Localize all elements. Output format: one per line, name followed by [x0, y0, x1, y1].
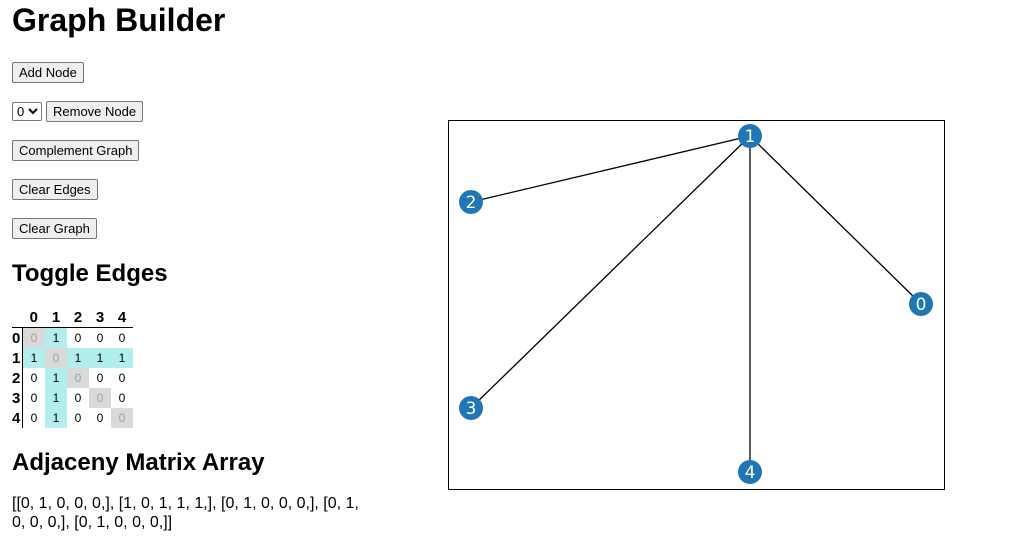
matrix-cell[interactable]: 0 — [96, 411, 104, 425]
adjacency-array-heading: Adjaceny Matrix Array — [12, 449, 265, 476]
graph-node-circle[interactable] — [909, 292, 933, 316]
graph-edge[interactable] — [749, 135, 922, 305]
matrix-col-header: 1 — [51, 308, 61, 326]
matrix-col-header: 3 — [95, 308, 105, 326]
matrix-cell: 0 — [45, 348, 67, 368]
graph-edge[interactable] — [470, 135, 751, 203]
graph-node[interactable]: 1 — [738, 124, 762, 148]
matrix-row-header: 1 — [12, 349, 21, 367]
add-node-button[interactable]: Add Node — [12, 62, 84, 83]
graph-canvas[interactable]: 0 1 2 3 4 — [448, 120, 945, 490]
graph-node-circle[interactable] — [738, 460, 762, 484]
matrix-col-header: 4 — [117, 308, 127, 326]
matrix-cell: 0 — [67, 368, 89, 388]
matrix-cell[interactable]: 1 — [45, 368, 67, 388]
matrix-row-header: 0 — [12, 329, 21, 347]
matrix-cell[interactable]: 1 — [45, 408, 67, 428]
matrix-row-header: 2 — [12, 369, 21, 387]
graph-node-label: 3 — [466, 399, 477, 419]
graph-node-label: 2 — [466, 193, 477, 213]
matrix-cell: 0 — [111, 408, 133, 428]
matrix-row-header: 3 — [12, 389, 21, 407]
matrix-cell[interactable]: 1 — [89, 348, 111, 368]
matrix-cell: 0 — [89, 388, 111, 408]
matrix-cell[interactable]: 1 — [67, 348, 89, 368]
matrix-col-header: 2 — [73, 308, 83, 326]
graph-node[interactable]: 2 — [459, 190, 483, 214]
graph-node[interactable]: 4 — [738, 460, 762, 484]
matrix-cell[interactable]: 0 — [74, 331, 82, 345]
page-title: Graph Builder — [12, 2, 226, 38]
clear-graph-button[interactable]: Clear Graph — [12, 218, 97, 239]
matrix-cell[interactable]: 0 — [96, 371, 104, 385]
nodes-layer: 0 1 2 3 4 — [459, 124, 933, 484]
matrix-cell[interactable]: 1 — [111, 348, 133, 368]
matrix-cell[interactable]: 0 — [96, 331, 104, 345]
matrix-cell[interactable]: 0 — [74, 391, 82, 405]
graph-node[interactable]: 3 — [459, 396, 483, 420]
matrix-cell[interactable]: 1 — [22, 348, 45, 368]
matrix-corner — [12, 307, 23, 328]
matrix-cell[interactable]: 0 — [118, 371, 126, 385]
graph-node-circle[interactable] — [738, 124, 762, 148]
graph-node-label: 4 — [745, 463, 756, 483]
matrix-cell[interactable]: 0 — [118, 391, 126, 405]
adjacency-array-text: [[0, 1, 0, 0, 0,], [1, 0, 1, 1, 1,], [0,… — [12, 495, 359, 531]
graph-svg[interactable]: 0 1 2 3 4 — [449, 121, 944, 489]
edges-layer — [470, 135, 922, 472]
remove-node-button[interactable]: Remove Node — [46, 101, 144, 122]
matrix-cell[interactable]: 0 — [22, 368, 45, 388]
matrix-cell[interactable]: 0 — [118, 331, 126, 345]
matrix-cell[interactable]: 1 — [45, 327, 67, 348]
matrix-cell[interactable]: 1 — [45, 388, 67, 408]
matrix-cell[interactable]: 0 — [74, 411, 82, 425]
matrix-cell: 0 — [22, 327, 45, 348]
graph-edge[interactable] — [470, 135, 751, 409]
graph-node-label: 1 — [745, 127, 756, 147]
clear-edges-button[interactable]: Clear Edges — [12, 179, 98, 200]
matrix-cell[interactable]: 0 — [22, 408, 45, 428]
matrix-col-header: 0 — [29, 308, 38, 326]
graph-node-circle[interactable] — [459, 190, 483, 214]
toggle-edges-heading: Toggle Edges — [12, 260, 168, 287]
graph-node-circle[interactable] — [459, 396, 483, 420]
matrix-row-header: 4 — [12, 409, 21, 427]
graph-node-label: 0 — [916, 295, 927, 315]
complement-graph-button[interactable]: Complement Graph — [12, 140, 140, 161]
graph-node[interactable]: 0 — [909, 292, 933, 316]
matrix-cell[interactable]: 0 — [22, 388, 45, 408]
